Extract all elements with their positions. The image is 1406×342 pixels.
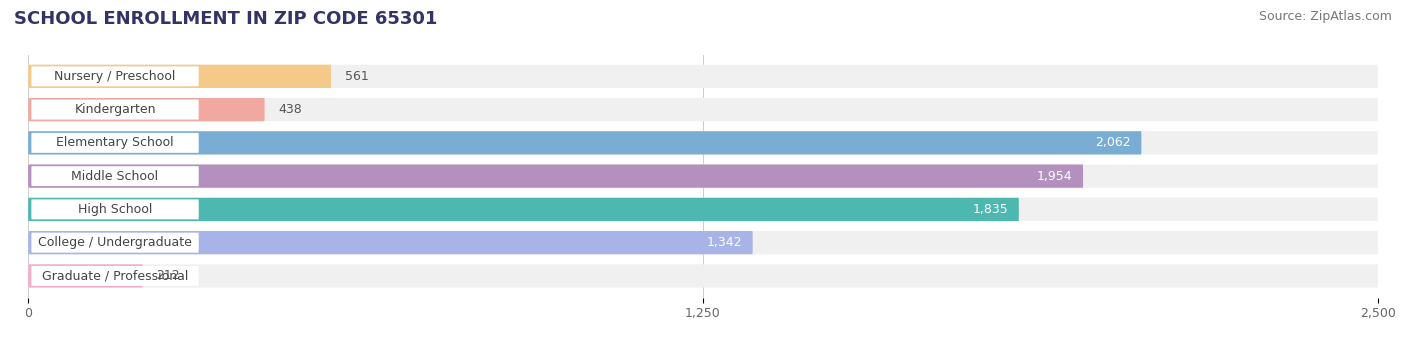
Text: High School: High School	[77, 203, 152, 216]
FancyBboxPatch shape	[28, 131, 1142, 155]
Text: Elementary School: Elementary School	[56, 136, 174, 149]
Text: 1,835: 1,835	[973, 203, 1008, 216]
Text: 1,342: 1,342	[706, 236, 742, 249]
FancyBboxPatch shape	[31, 233, 198, 253]
FancyBboxPatch shape	[28, 165, 1083, 188]
Text: SCHOOL ENROLLMENT IN ZIP CODE 65301: SCHOOL ENROLLMENT IN ZIP CODE 65301	[14, 10, 437, 28]
FancyBboxPatch shape	[28, 65, 1378, 88]
Text: Source: ZipAtlas.com: Source: ZipAtlas.com	[1258, 10, 1392, 23]
Text: 2,062: 2,062	[1095, 136, 1130, 149]
Text: Graduate / Professional: Graduate / Professional	[42, 269, 188, 282]
Text: Kindergarten: Kindergarten	[75, 103, 156, 116]
FancyBboxPatch shape	[28, 231, 752, 254]
Text: Nursery / Preschool: Nursery / Preschool	[55, 70, 176, 83]
FancyBboxPatch shape	[28, 264, 142, 288]
FancyBboxPatch shape	[28, 131, 1378, 155]
Text: College / Undergraduate: College / Undergraduate	[38, 236, 193, 249]
FancyBboxPatch shape	[28, 98, 264, 121]
FancyBboxPatch shape	[28, 165, 1378, 188]
Text: Middle School: Middle School	[72, 170, 159, 183]
FancyBboxPatch shape	[31, 166, 198, 186]
FancyBboxPatch shape	[31, 199, 198, 219]
FancyBboxPatch shape	[28, 65, 330, 88]
FancyBboxPatch shape	[31, 266, 198, 286]
FancyBboxPatch shape	[31, 100, 198, 120]
FancyBboxPatch shape	[28, 198, 1019, 221]
FancyBboxPatch shape	[28, 264, 1378, 288]
FancyBboxPatch shape	[31, 66, 198, 86]
FancyBboxPatch shape	[31, 133, 198, 153]
Text: 561: 561	[344, 70, 368, 83]
FancyBboxPatch shape	[28, 98, 1378, 121]
FancyBboxPatch shape	[28, 231, 1378, 254]
Text: 1,954: 1,954	[1036, 170, 1073, 183]
Text: 438: 438	[278, 103, 302, 116]
Text: 212: 212	[156, 269, 180, 282]
FancyBboxPatch shape	[28, 198, 1378, 221]
